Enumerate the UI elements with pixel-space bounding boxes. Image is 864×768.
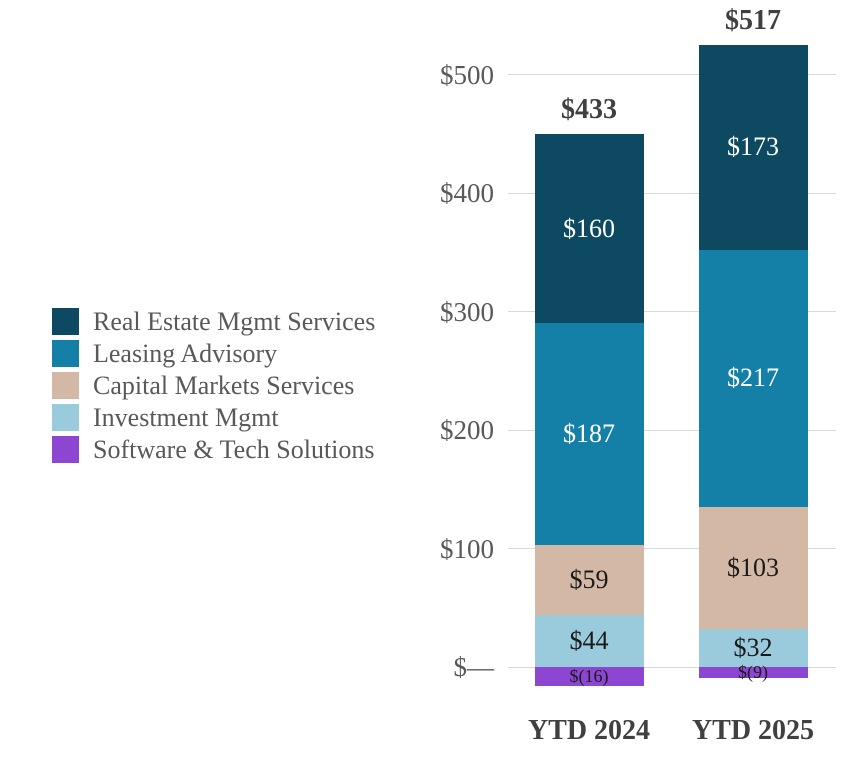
bar-total-label-ytd-2025: $517 — [725, 4, 781, 36]
legend-label: Leasing Advisory — [93, 339, 278, 368]
y-tick-label-200: $200 — [440, 415, 494, 445]
legend-item-investment-mgmt: Investment Mgmt — [52, 404, 375, 431]
legend-item-leasing-advisory: Leasing Advisory — [52, 340, 375, 367]
gridline-500 — [508, 74, 836, 75]
y-tick-label-0: $— — [453, 652, 495, 682]
legend-label: Software & Tech Solutions — [93, 435, 375, 464]
bar-segment-ytd-2025-software-tech-solutions: $(9) — [698, 662, 808, 682]
bar-segment-ytd-2025-capital-markets-services: $103 — [698, 507, 808, 630]
bar-segment-ytd-2024-leasing-advisory: $187 — [534, 323, 644, 545]
bar-segment-ytd-2024-software-tech-solutions: $(16) — [534, 665, 644, 686]
legend-swatch-icon — [52, 340, 79, 367]
bar-total-label-ytd-2024: $433 — [561, 93, 617, 125]
legend-label: Investment Mgmt — [93, 403, 279, 432]
y-tick-label-500: $500 — [440, 59, 494, 90]
segment-value-label: $59 — [569, 564, 609, 594]
x-axis-label-ytd-2024: YTD 2024 — [527, 715, 651, 746]
legend-item-real-estate-mgmt-services: Real Estate Mgmt Services — [52, 308, 375, 335]
segment-value-label: $173 — [727, 132, 779, 162]
gridline-100 — [508, 548, 836, 549]
segment-value-label: $187 — [563, 419, 615, 449]
bar-segment-ytd-2025-real-estate-mgmt-services: $173 — [698, 44, 808, 250]
gridline-400 — [508, 192, 836, 194]
segment-value-label: $217 — [727, 363, 779, 393]
bar-segment-ytd-2025-leasing-advisory: $217 — [698, 249, 808, 508]
bar-segment-ytd-2024-investment-mgmt: $44 — [534, 614, 644, 667]
segment-value-label: $(16) — [569, 665, 609, 686]
legend-item-capital-markets-services: Capital Markets Services — [52, 372, 375, 399]
bar-segment-ytd-2024-real-estate-mgmt-services: $160 — [534, 133, 644, 324]
gridline-200 — [508, 429, 836, 431]
bar-segment-ytd-2025-investment-mgmt: $32 — [698, 629, 808, 667]
gridline-0 — [508, 666, 836, 668]
legend-swatch-icon — [52, 372, 79, 399]
segment-value-label: $103 — [727, 553, 779, 583]
legend-swatch-icon — [52, 436, 79, 463]
segment-value-label: $44 — [569, 625, 609, 655]
y-tick-label-400: $400 — [440, 178, 494, 208]
y-tick-label-100: $100 — [440, 533, 494, 564]
gridline-300 — [508, 311, 836, 312]
segment-value-label: $160 — [563, 213, 615, 243]
y-tick-label-300: $300 — [440, 296, 494, 327]
segment-value-label: $(9) — [738, 661, 768, 682]
legend-item-software-tech-solutions: Software & Tech Solutions — [52, 436, 375, 463]
bar-segment-ytd-2024-capital-markets-services: $59 — [534, 544, 644, 615]
segment-value-label: $32 — [733, 633, 773, 663]
legend-label: Real Estate Mgmt Services — [93, 307, 376, 336]
legend-swatch-icon — [52, 308, 79, 335]
x-axis-label-ytd-2025: YTD 2025 — [691, 715, 815, 746]
legend-label: Capital Markets Services — [93, 371, 355, 400]
legend: Real Estate Mgmt Services Leasing Advisor… — [52, 308, 375, 463]
legend-swatch-icon — [52, 404, 79, 431]
